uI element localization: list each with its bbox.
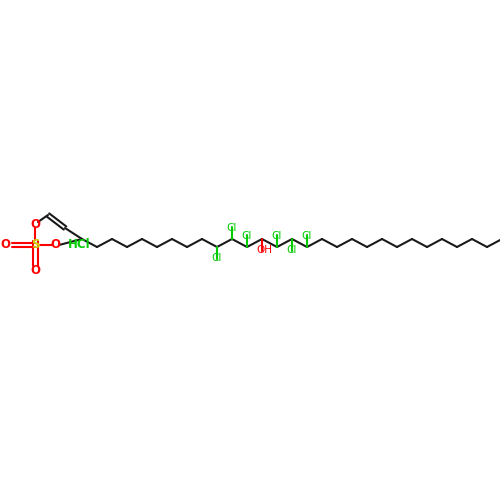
- Text: OH: OH: [256, 245, 272, 255]
- Text: Cl: Cl: [287, 245, 297, 255]
- Text: O: O: [30, 264, 40, 276]
- Text: S: S: [31, 238, 39, 252]
- Text: Cl: Cl: [272, 231, 282, 241]
- Text: O: O: [50, 238, 60, 252]
- Text: Cl: Cl: [302, 231, 312, 241]
- Text: O: O: [0, 238, 10, 252]
- Text: O: O: [30, 218, 40, 232]
- Text: Cl: Cl: [242, 231, 252, 241]
- Text: HCl: HCl: [68, 238, 90, 252]
- Text: Cl: Cl: [212, 253, 222, 263]
- Text: Cl: Cl: [227, 223, 237, 233]
